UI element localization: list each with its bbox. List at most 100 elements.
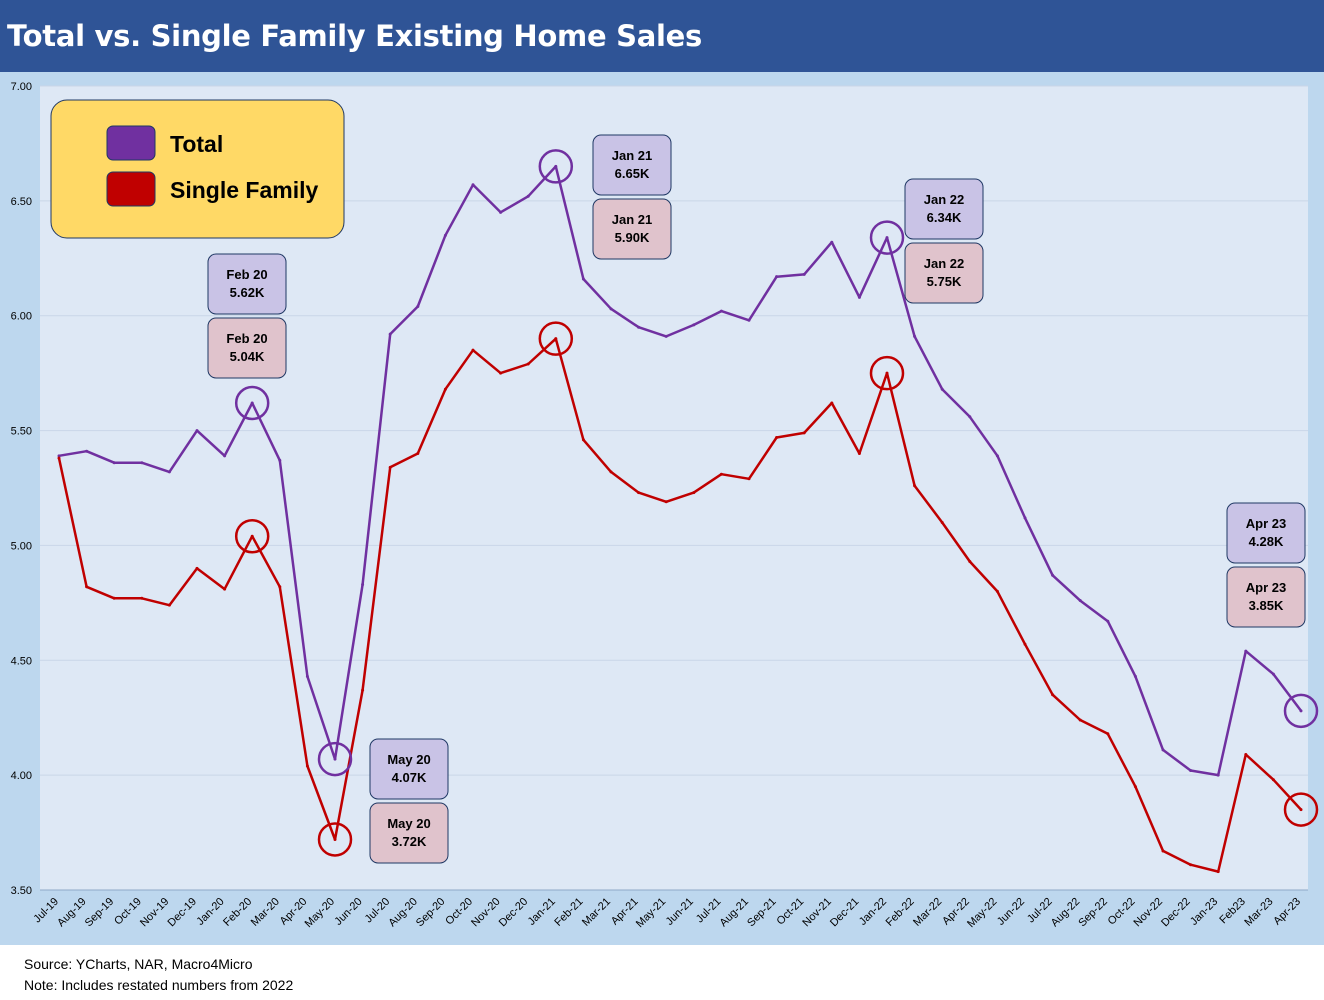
x-tick-label: Sep-20 — [414, 896, 448, 930]
total-data-point — [140, 461, 144, 465]
x-tick-label: Dec-22 — [1159, 896, 1193, 930]
total-data-point — [995, 454, 999, 458]
single-family-data-point — [664, 500, 668, 504]
total-data-point — [1161, 748, 1165, 752]
single-family-data-point — [885, 371, 889, 375]
single-family-data-point — [637, 491, 641, 495]
total-data-point — [305, 674, 309, 678]
single-family-data-point — [57, 456, 61, 460]
single-family-data-point — [1299, 808, 1303, 812]
total-data-point — [1271, 672, 1275, 676]
single-family-highlight-circle — [317, 822, 353, 857]
x-tick-label: Feb-20 — [221, 896, 254, 929]
total-data-point — [802, 272, 806, 276]
x-tick-label: Dec-19 — [166, 896, 200, 930]
single-family-callout-text: 5.75K — [927, 274, 962, 289]
x-tick-label: Nov-19 — [138, 896, 172, 930]
single-family-callout-box — [1226, 566, 1306, 628]
total-data-point — [1216, 773, 1220, 777]
total-data-point — [1078, 599, 1082, 603]
total-data-point — [443, 233, 447, 237]
total-callout-box — [369, 738, 449, 800]
x-tick-label: May-20 — [303, 896, 337, 930]
total-data-point — [830, 240, 834, 244]
x-tick-label: Nov-20 — [469, 896, 503, 930]
x-tick-label: Jan-21 — [526, 896, 558, 928]
single-family-data-point — [1023, 642, 1027, 646]
x-tick-label: Mar-20 — [249, 896, 282, 929]
single-family-data-point — [1133, 785, 1137, 789]
single-family-data-point — [940, 520, 944, 524]
total-data-point — [499, 210, 503, 214]
total-callout-text: 6.65K — [615, 166, 650, 181]
single-family-data-point — [526, 362, 530, 366]
total-data-point — [692, 323, 696, 327]
total-series-line — [58, 165, 1302, 777]
single-family-data-point — [85, 585, 89, 589]
single-family-data-point — [857, 452, 861, 456]
single-family-data-point — [554, 337, 558, 341]
single-family-data-point — [1271, 778, 1275, 782]
single-family-callout-text: Feb 20 — [226, 331, 267, 346]
single-family-callout-text: May 20 — [387, 816, 430, 831]
single-family-callout-box — [207, 317, 287, 379]
total-data-point — [361, 582, 365, 586]
single-family-callout-box — [904, 242, 984, 304]
single-family-data-point — [195, 566, 199, 570]
single-family-data-point — [140, 596, 144, 600]
x-tick-label: Mar-22 — [911, 896, 944, 929]
x-tick-label: Feb-22 — [884, 896, 917, 929]
total-data-point — [885, 236, 889, 240]
total-data-point — [1299, 709, 1303, 713]
single-family-callout-text: 5.90K — [615, 230, 650, 245]
x-tick-label: Jan-20 — [194, 896, 226, 928]
single-family-highlight-circle — [869, 355, 905, 391]
total-data-point — [609, 307, 613, 311]
total-data-point — [471, 183, 475, 187]
single-family-callout-text: Jan 22 — [924, 256, 964, 271]
single-family-data-point — [1078, 718, 1082, 722]
total-highlight-circle — [538, 149, 574, 184]
total-data-point — [333, 757, 337, 761]
total-data-point — [85, 449, 89, 453]
single-family-callout-box — [592, 198, 672, 260]
total-data-point — [637, 325, 641, 329]
single-family-data-point — [1106, 732, 1110, 736]
single-family-data-point — [305, 764, 309, 768]
single-family-data-point — [388, 465, 392, 469]
single-family-data-point — [719, 472, 723, 476]
single-family-data-point — [278, 585, 282, 589]
single-family-callout-text: Jan 21 — [612, 212, 652, 227]
single-family-data-point — [968, 560, 972, 564]
x-tick-label: Jan-22 — [857, 896, 889, 928]
total-data-point — [1189, 769, 1193, 773]
single-family-data-point — [361, 688, 365, 692]
total-highlight-circle — [1283, 693, 1319, 729]
total-data-point — [195, 429, 199, 433]
legend-box — [50, 99, 345, 239]
y-tick-label: 3.50 — [11, 885, 32, 897]
total-callout-box — [904, 178, 984, 240]
title-bar: Total vs. Single Family Existing Home Sa… — [0, 0, 1324, 72]
single-family-data-point — [1051, 693, 1055, 697]
x-tick-label: May-22 — [965, 896, 999, 930]
total-data-point — [57, 454, 61, 458]
legend-swatch-total — [106, 125, 156, 161]
single-family-data-point — [333, 837, 337, 841]
x-tick-label: Aug-20 — [386, 896, 420, 930]
total-data-point — [664, 334, 668, 338]
x-tick-label: Sep-22 — [1076, 896, 1110, 930]
x-tick-label: Feb-21 — [552, 896, 585, 929]
single-family-data-point — [1189, 863, 1193, 867]
total-callout-text: Jan 22 — [924, 192, 964, 207]
single-family-callout-text: 3.85K — [1249, 598, 1284, 613]
single-family-callout-text: 3.72K — [392, 834, 427, 849]
total-data-point — [1023, 516, 1027, 520]
chart-title: Total vs. Single Family Existing Home Sa… — [7, 19, 702, 53]
single-family-highlight-circle — [538, 321, 574, 356]
single-family-data-point — [802, 431, 806, 435]
total-data-point — [388, 332, 392, 336]
single-family-data-point — [747, 477, 751, 481]
x-tick-label: Dec-21 — [828, 896, 862, 930]
single-family-callout-text: 5.04K — [230, 349, 265, 364]
